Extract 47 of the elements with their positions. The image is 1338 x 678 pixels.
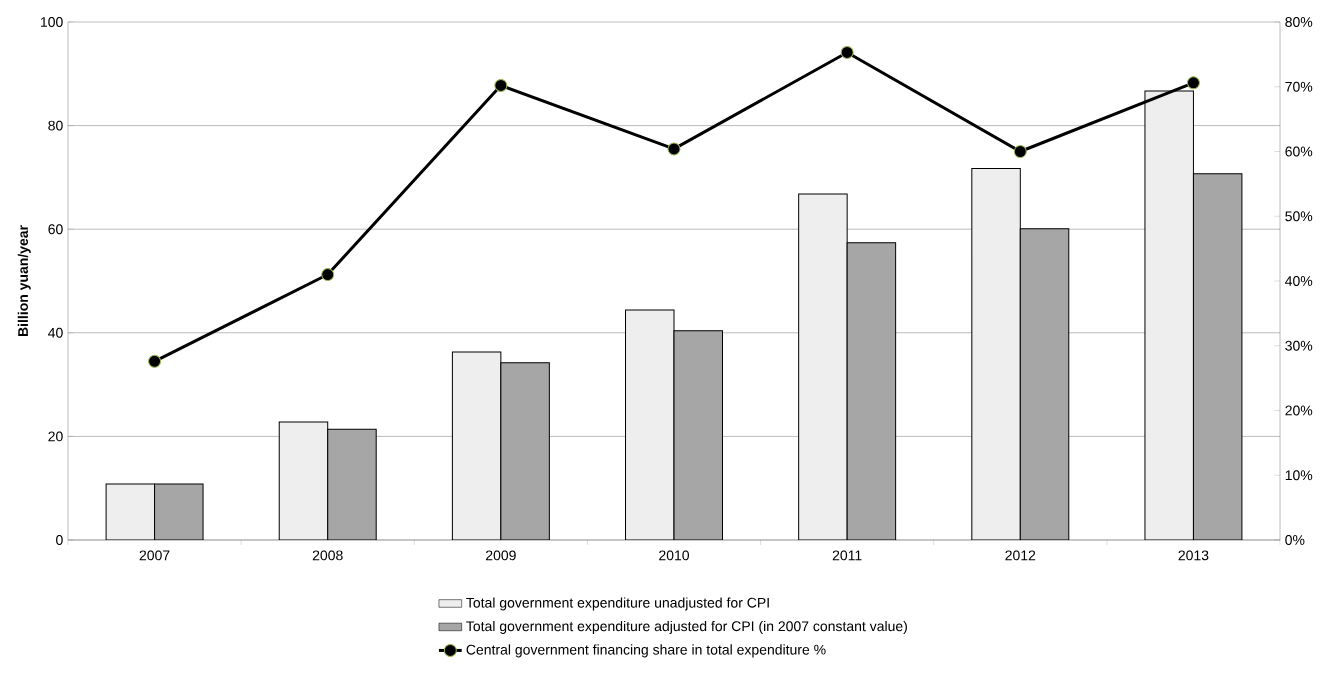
y2-tick-label: 0%	[1285, 535, 1305, 545]
y2-tick-label: 80%	[1285, 17, 1313, 27]
point	[148, 354, 162, 368]
bar	[673, 330, 723, 540]
y2-tick-label: 70%	[1285, 81, 1313, 92]
bar	[798, 193, 848, 540]
x-tick-label: 2012	[1005, 550, 1036, 561]
bar	[625, 309, 675, 540]
y2-tick-label: 50%	[1285, 211, 1313, 222]
y-tick-label: 20	[48, 431, 63, 442]
x-tick-label: 2009	[486, 550, 516, 561]
bar	[971, 168, 1021, 540]
y-tick-label: 60	[48, 224, 63, 235]
x-tick-label: 2008	[312, 550, 343, 561]
point	[494, 78, 508, 92]
bar	[846, 242, 897, 540]
x-tick-label: 2013	[1178, 550, 1209, 561]
y2-tick-label: 20%	[1285, 405, 1313, 416]
point	[321, 268, 335, 282]
bar	[327, 428, 377, 540]
x-tick-label: 2010	[659, 550, 690, 561]
y-tick-label: 80	[48, 120, 63, 131]
y-tick-label: 0	[56, 535, 63, 545]
bar	[500, 362, 550, 540]
x-tick-label: 2007	[139, 550, 170, 561]
y2-tick-label: 40%	[1285, 276, 1313, 286]
bar	[278, 421, 329, 540]
y2-tick-label: 60%	[1285, 146, 1313, 157]
x-tick-label: 2011	[832, 550, 862, 561]
y2-tick-label: 30%	[1285, 340, 1313, 351]
point	[1013, 145, 1027, 159]
y-axis-title: Billion yuan/year	[17, 225, 31, 337]
bar	[1019, 228, 1070, 540]
bar	[154, 483, 204, 540]
bar	[1144, 90, 1194, 540]
legend-label: Total government expenditure adjusted for CPI (in 2007 constant value)	[466, 620, 907, 634]
bar	[1192, 173, 1243, 540]
point	[840, 45, 854, 59]
point	[667, 142, 681, 156]
y-tick-label: 40	[48, 327, 63, 338]
legend-label: Central government financing share in total expenditure %	[466, 644, 826, 658]
y-tick-label: 100	[41, 17, 63, 27]
bar	[105, 483, 156, 540]
bar	[451, 351, 502, 540]
legend-label: Total government expenditure unadjusted for CPI	[466, 597, 769, 611]
point	[1186, 76, 1200, 90]
y2-tick-label: 10%	[1285, 470, 1313, 481]
